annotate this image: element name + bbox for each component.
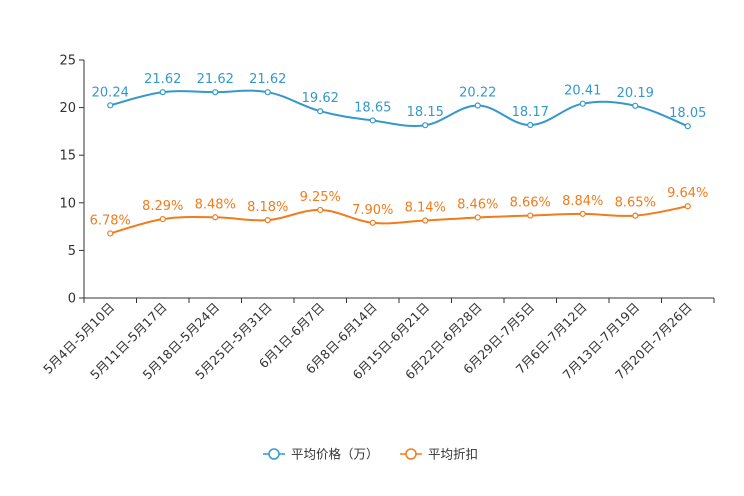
- data-point: [107, 230, 114, 237]
- data-label: 8.18%: [247, 200, 288, 215]
- data-label: 21.62: [144, 72, 181, 87]
- data-label: 20.19: [617, 86, 654, 101]
- data-label: 20.41: [564, 84, 601, 99]
- data-point: [474, 102, 481, 109]
- y-tick-label: 0: [68, 292, 76, 307]
- data-label: 8.14%: [405, 201, 446, 216]
- legend-marker-icon: [268, 448, 280, 460]
- data-point: [527, 212, 534, 219]
- data-point: [107, 102, 114, 109]
- y-tick-label: 10: [59, 196, 76, 211]
- data-label: 8.66%: [510, 196, 551, 211]
- data-point: [527, 121, 534, 129]
- data-labels: 20.24 21.62 21.62 21.62 19.62 18.65 18.15 20.22…: [90, 72, 709, 228]
- legend-marker-icon: [405, 448, 417, 460]
- data-label: 6.78%: [90, 213, 131, 228]
- data-point: [159, 215, 166, 223]
- data-point: [579, 100, 586, 107]
- data-point: [212, 214, 219, 221]
- data-label: 8.65%: [615, 196, 656, 211]
- data-label: 18.15: [407, 105, 444, 120]
- data-label: 19.62: [302, 91, 339, 106]
- data-point: [264, 217, 271, 224]
- x-ticks: 5月4日-5月10日5月11日-5月17日5月18日-5月24日5月25日-5月…: [40, 298, 715, 382]
- y-tick-label: 25: [59, 54, 76, 69]
- data-point: [632, 212, 639, 219]
- y-ticks: 0 5 10 15 20 25: [59, 54, 84, 307]
- data-label: 7.90%: [352, 203, 393, 218]
- data-point: [684, 203, 691, 210]
- data-label: 18.05: [669, 106, 706, 121]
- data-point: [579, 210, 586, 217]
- data-label: 9.64%: [667, 186, 708, 201]
- data-point: [369, 219, 376, 226]
- data-point: [632, 102, 639, 109]
- data-point: [474, 214, 481, 221]
- data-label: 8.29%: [142, 199, 183, 214]
- data-point: [422, 217, 429, 224]
- data-point: [369, 117, 376, 124]
- y-tick-label: 15: [59, 149, 76, 164]
- y-tick-label: 20: [59, 101, 76, 116]
- data-point: [684, 123, 691, 130]
- data-point: [212, 89, 219, 96]
- series: [107, 89, 691, 237]
- data-label: 18.65: [354, 100, 391, 115]
- data-label: 8.48%: [195, 197, 236, 212]
- data-label: 8.84%: [562, 194, 603, 209]
- data-point: [422, 122, 429, 129]
- y-tick-label: 5: [68, 244, 76, 259]
- series-line-0: [110, 89, 689, 128]
- data-point: [264, 89, 271, 96]
- series-line-1: [109, 205, 688, 235]
- data-label: 20.24: [92, 85, 129, 100]
- data-point: [317, 206, 324, 214]
- legend: 平均价格（万） 平均折扣: [263, 447, 478, 462]
- data-point: [317, 108, 324, 115]
- data-label: 21.62: [197, 72, 234, 87]
- data-label: 21.62: [249, 72, 286, 87]
- legend-label[interactable]: 平均价格（万）: [291, 447, 379, 462]
- legend-label[interactable]: 平均折扣: [428, 447, 478, 462]
- data-label: 9.25%: [300, 190, 341, 205]
- data-label: 18.17: [512, 105, 549, 120]
- data-label: 8.46%: [457, 197, 498, 212]
- data-label: 20.22: [459, 86, 496, 101]
- data-point: [159, 89, 166, 96]
